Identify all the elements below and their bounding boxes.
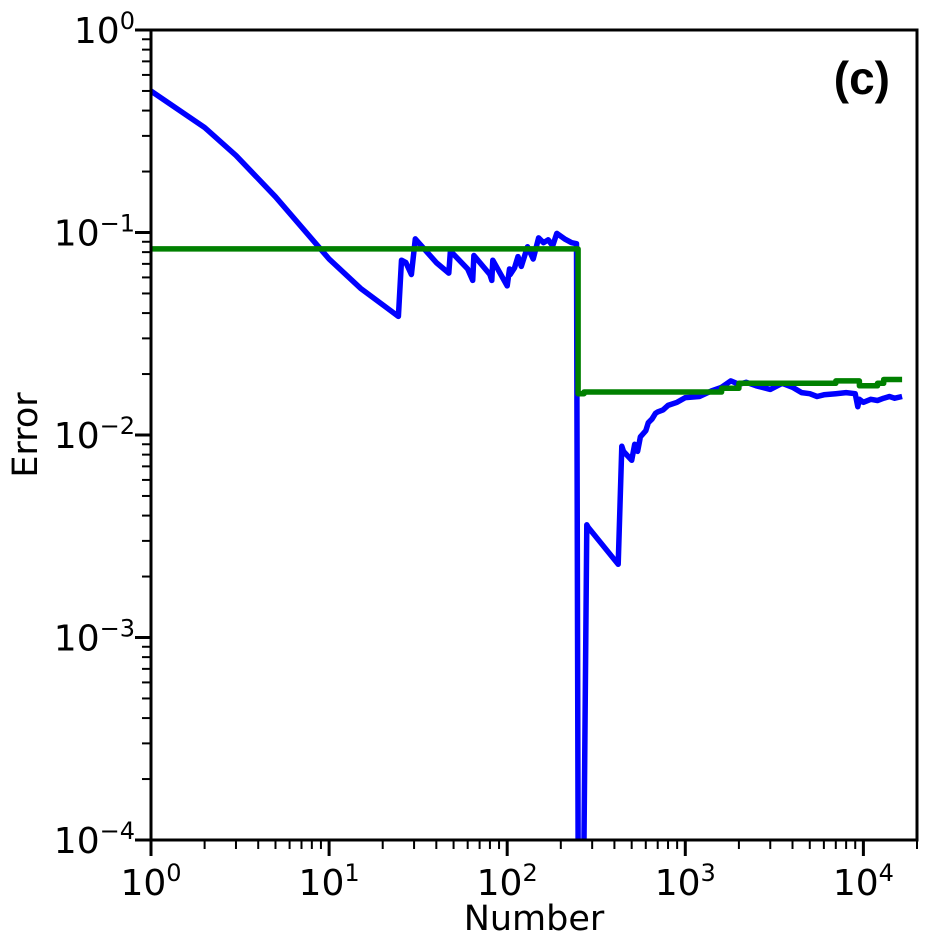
y-axis-label: Error [6,392,46,478]
x-tick-label: 101 [299,859,360,904]
y-tick-label: 10−3 [54,615,135,660]
x-tick-label: 104 [833,859,894,904]
plot-frame [149,28,919,842]
series-line-1 [151,88,903,840]
y-tick-label: 10−2 [54,412,135,457]
x-axis-label: Number [464,899,605,939]
y-tick-label: 100 [74,7,135,52]
series-line-2 [151,246,903,397]
tick-layer [135,28,918,856]
tick-label-layer: 100 101 102 103 104 100 10−1 10−2 10−3 10−4 [54,7,894,904]
y-tick-label: 10−1 [54,210,135,255]
y-tick-label: 10−4 [54,817,135,862]
x-tick-label: 103 [655,859,716,904]
panel-label: (c) [834,52,890,104]
series-layer [151,88,903,840]
x-tick-label: 102 [477,859,538,904]
x-tick-label: 100 [120,859,181,904]
